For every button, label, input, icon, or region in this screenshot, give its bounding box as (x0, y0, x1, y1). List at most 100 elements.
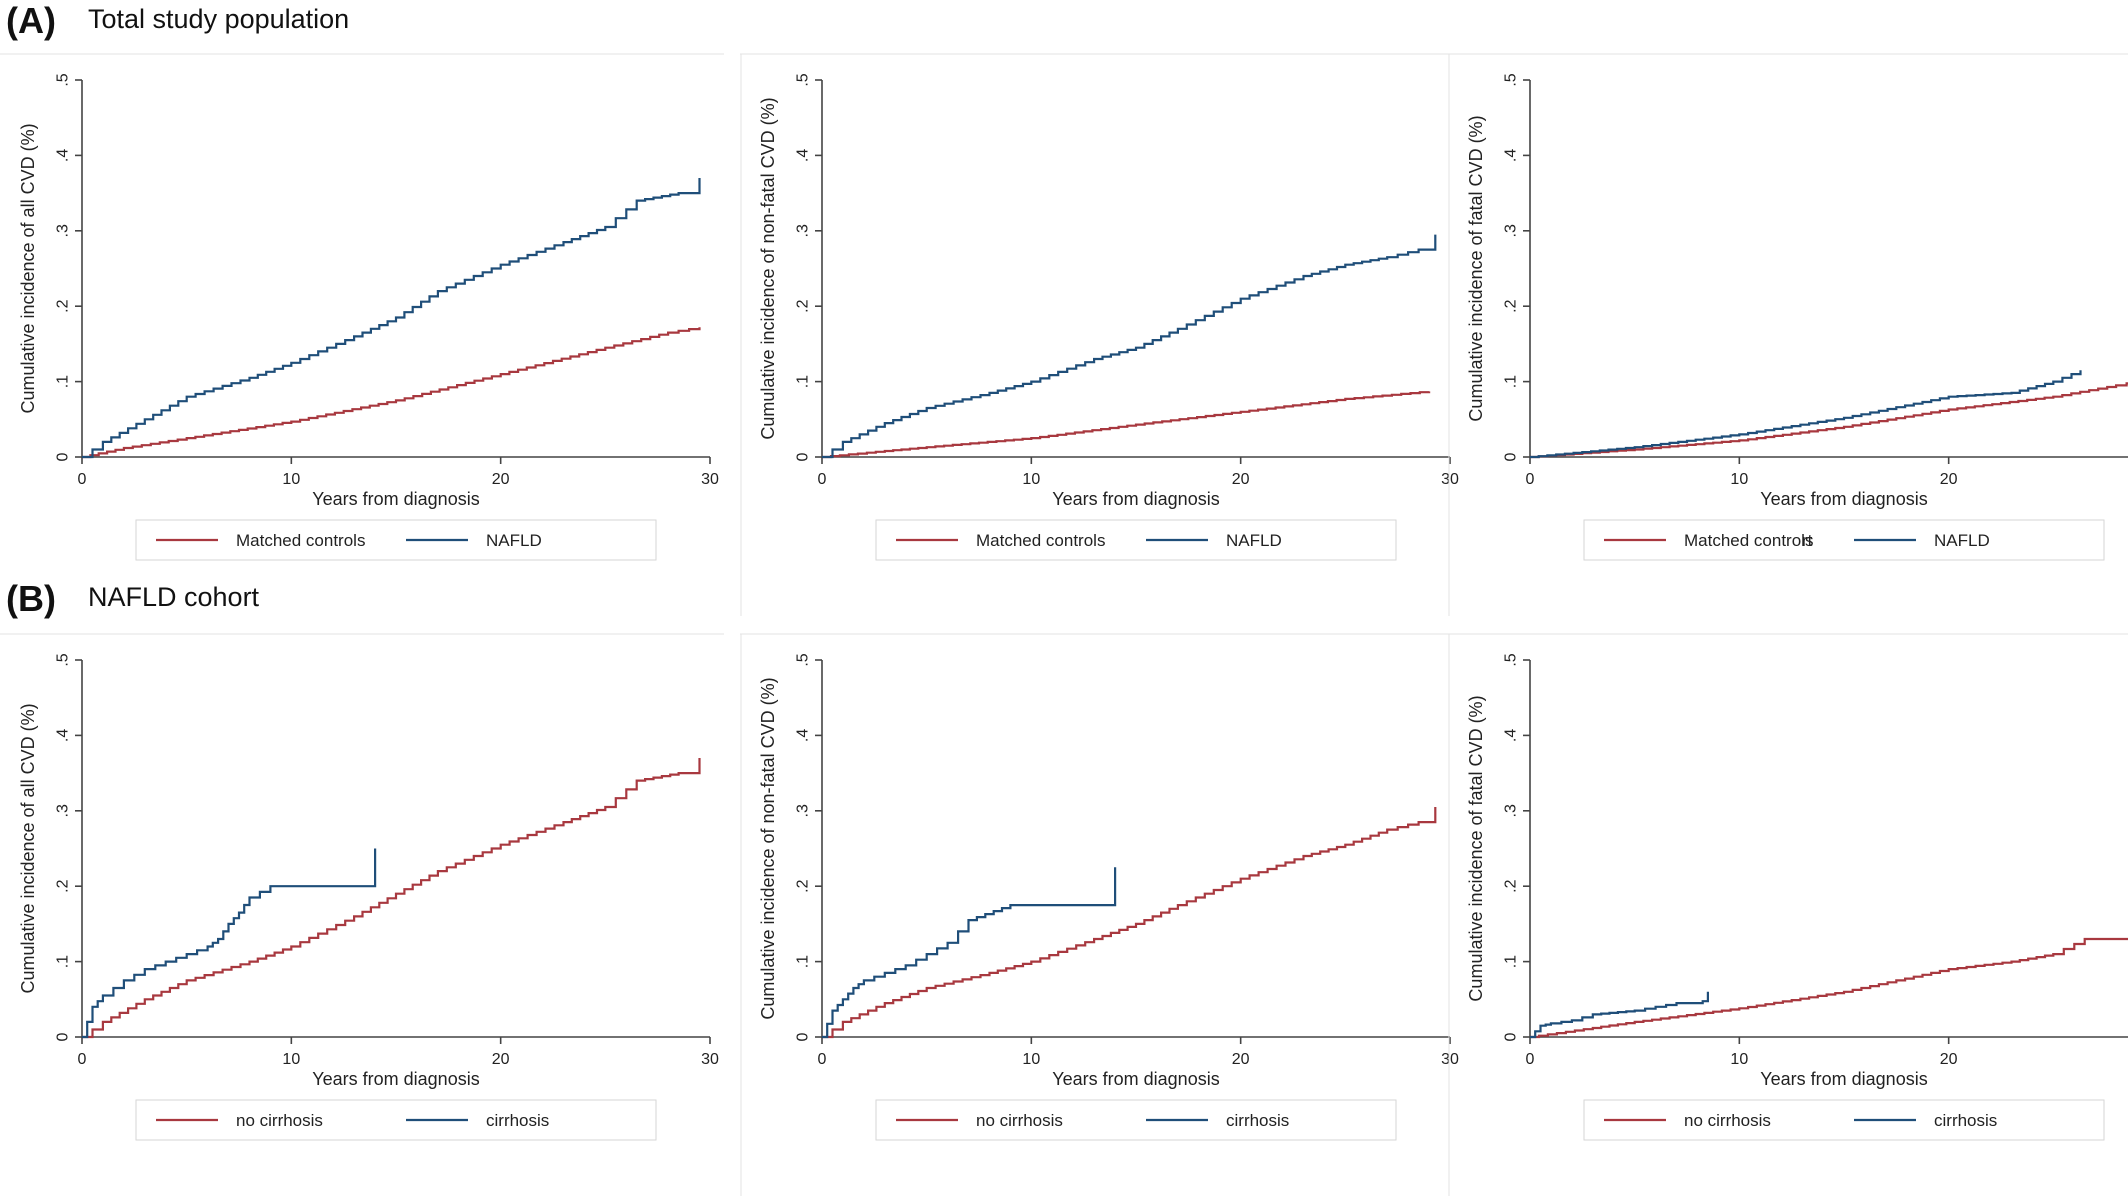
x-tick-label: 20 (1232, 471, 1250, 488)
y-tick-label: .5 (55, 73, 72, 86)
legend-label: no cirrhosis (236, 1111, 323, 1130)
y-axis-title: Cumulative incidence of fatal CVD (%) (1466, 695, 1486, 1001)
x-tick-label: 30 (701, 471, 719, 488)
x-tick-label: 10 (1022, 1051, 1040, 1068)
x-tick-label: 0 (78, 471, 87, 488)
y-tick-label: 0 (1503, 1032, 1520, 1041)
x-tick-label: 10 (1022, 471, 1040, 488)
x-axis-title: Years from diagnosis (1760, 1069, 1927, 1089)
y-tick-label: .2 (55, 879, 72, 892)
y-tick-label: 0 (55, 452, 72, 461)
y-tick-label: .2 (795, 299, 812, 312)
legend (1583, 1099, 2105, 1141)
y-axis-title: Cumulative incidence of all CVD (%) (18, 703, 38, 993)
y-axis-title: Cumulative incidence of fatal CVD (%) (1466, 115, 1486, 421)
y-tick-label: .2 (55, 299, 72, 312)
y-tick-label: .1 (795, 955, 812, 968)
y-tick-label: 0 (1503, 452, 1520, 461)
x-tick-label: 10 (282, 1051, 300, 1068)
y-tick-label: .4 (1503, 149, 1520, 162)
chart-panel-a-all-cvd: 0 .1 .2 .3 .4 .5 0 10 20 30 Years from diagnosis Cu… (0, 50, 724, 616)
chart-panel-b-nonfatal-cvd: 0 .1 .2 .3 .4 .5 0 10 20 30 Years from diagnosis Cu… (740, 630, 1464, 1196)
y-tick-label: .5 (1503, 653, 1520, 666)
legend-label: NAFLD (486, 531, 542, 550)
legend-label: NAFLD (1226, 531, 1282, 550)
series-line-cirrhosis (1530, 991, 1709, 1039)
x-tick-label: 30 (1441, 471, 1459, 488)
series-line-matched-controls (82, 327, 701, 459)
x-tick-label: 10 (1730, 471, 1748, 488)
legend-label: cirrhosis (1934, 1111, 1997, 1130)
section-label-b: (B) (6, 578, 56, 619)
y-tick-label: .4 (795, 149, 812, 162)
legend-label: Matched controls (1684, 531, 1813, 550)
series-line-matched-controls (1530, 382, 2128, 459)
y-tick-label: .2 (1503, 879, 1520, 892)
series-line-cirrhosis (82, 848, 377, 1039)
y-tick-label: .1 (795, 375, 812, 388)
series-line-no-cirrhosis (82, 758, 701, 1039)
x-axis-title: Years from diagnosis (312, 1069, 479, 1089)
x-axis-title: Years from diagnosis (312, 489, 479, 509)
series-line-nafld (1530, 370, 2082, 459)
y-tick-label: .1 (55, 375, 72, 388)
x-axis-title: Years from diagnosis (1052, 1069, 1219, 1089)
legend-label: no cirrhosis (976, 1111, 1063, 1130)
y-tick-label: .1 (1503, 375, 1520, 388)
series-line-cirrhosis (822, 867, 1117, 1039)
y-axis-title: Cumulative incidence of non-fatal CVD (%… (758, 677, 778, 1019)
y-tick-label: 0 (55, 1032, 72, 1041)
legend (875, 1099, 1397, 1141)
x-tick-label: 20 (492, 471, 510, 488)
legend-label: Matched controls (976, 531, 1105, 550)
y-tick-label: .4 (1503, 729, 1520, 742)
series-line-nafld (822, 234, 1437, 459)
legend-label: Matched controls (236, 531, 365, 550)
y-tick-label: .3 (1503, 804, 1520, 817)
y-tick-label: .2 (1503, 299, 1520, 312)
y-tick-label: .3 (1503, 224, 1520, 237)
y-tick-label: .3 (795, 224, 812, 237)
series-line-no-cirrhosis (822, 807, 1437, 1039)
x-tick-label: 20 (1232, 1051, 1250, 1068)
x-tick-label: 0 (78, 1051, 87, 1068)
x-tick-label: 0 (1526, 471, 1535, 488)
section-label-a: (A) (6, 0, 56, 41)
chart-panel-a-nonfatal-cvd: 0 .1 .2 .3 .4 .5 0 10 20 30 Years from diagnosis Cu… (740, 50, 1464, 616)
section-title-b: NAFLD cohort (88, 582, 260, 612)
legend (875, 519, 1397, 561)
y-tick-label: .1 (55, 955, 72, 968)
legend-label: cirrhosis (486, 1111, 549, 1130)
y-tick-label: .4 (795, 729, 812, 742)
y-tick-label: .5 (795, 653, 812, 666)
y-tick-label: .4 (55, 729, 72, 742)
series-line-no-cirrhosis (1530, 937, 2128, 1039)
x-tick-label: 0 (818, 471, 827, 488)
y-tick-label: .2 (795, 879, 812, 892)
x-axis-title: Years from diagnosis (1760, 489, 1927, 509)
legend (135, 519, 657, 561)
y-tick-label: .3 (55, 224, 72, 237)
section-title-a: Total study population (88, 4, 350, 34)
y-tick-label: 0 (795, 1032, 812, 1041)
x-tick-label: 20 (492, 1051, 510, 1068)
legend-label: no cirrhosis (1684, 1111, 1771, 1130)
legend-label: cirrhosis (1226, 1111, 1289, 1130)
y-tick-label: 0 (795, 452, 812, 461)
series-line-matched-controls (822, 391, 1431, 459)
y-tick-label: .5 (1503, 73, 1520, 86)
legend-label: NAFLD (1934, 531, 1990, 550)
x-tick-label: 0 (1526, 1051, 1535, 1068)
y-axis-title: Cumulative incidence of non-fatal CVD (%… (758, 97, 778, 439)
x-tick-label: 10 (282, 471, 300, 488)
legend (1583, 519, 2105, 561)
chart-panel-b-all-cvd: 0 .1 .2 .3 .4 .5 0 10 20 30 Years from diagnosis Cu… (0, 630, 724, 1196)
y-tick-label: .3 (795, 804, 812, 817)
